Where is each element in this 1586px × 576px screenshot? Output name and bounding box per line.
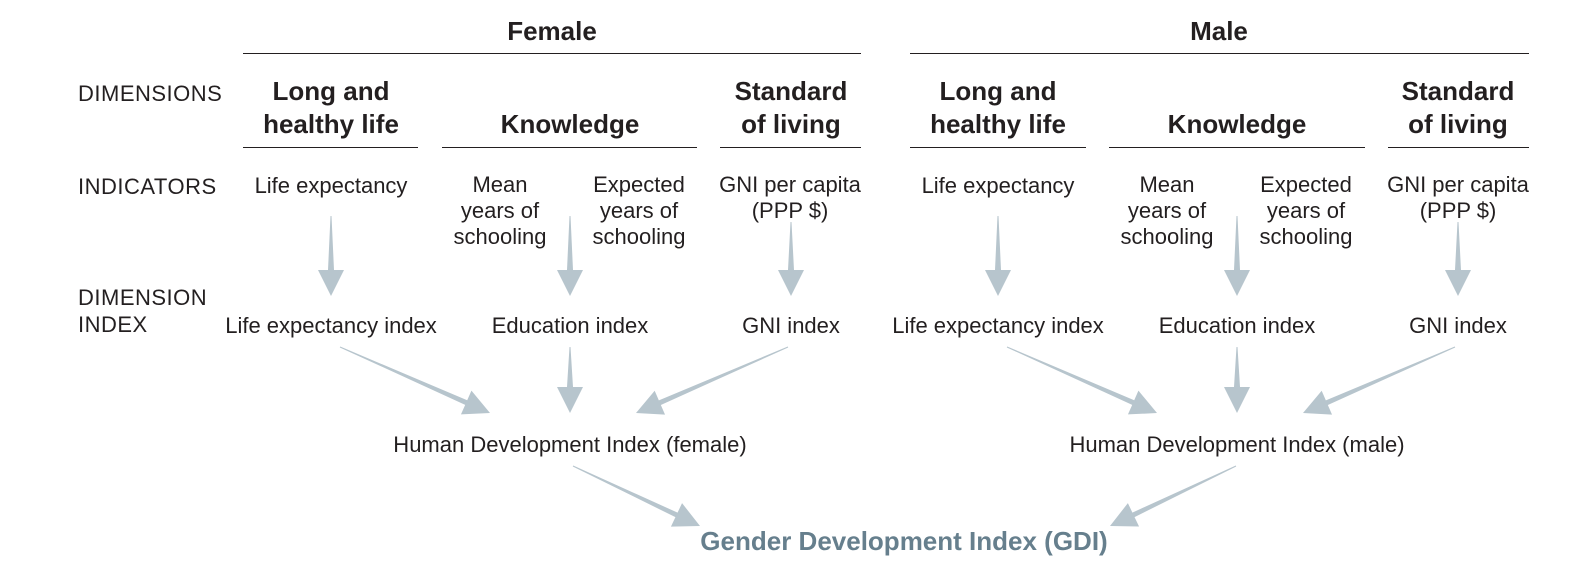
male-hdi: Human Development Index (male) [1069,432,1405,457]
female-dimension-health: Long and healthy life [263,76,399,139]
female-life-expectancy-index: Life expectancy index [225,313,437,338]
male-dimension-knowledge: Knowledge [1167,109,1307,139]
male-arrow-edu-to-index [1224,216,1250,296]
female-hdi: Human Development Index (female) [393,432,747,457]
arrow-female-hdi-to-gdi [572,465,700,527]
row-label-dimension-index: DIMENSION INDEX [78,285,208,337]
female-group-rule [243,53,861,54]
female-knowledge-rule [442,147,697,148]
male-arrow-gni-index-to-hdi [1303,346,1456,415]
male-group-rule [910,53,1529,54]
female-indicator-expected-years: Expected years of schooling [592,172,686,249]
male-education-index: Education index [1158,313,1316,338]
male-knowledge-rule [1109,147,1365,148]
male-arrow-life-to-index [985,216,1011,296]
male-indicator-expected-years: Expected years of schooling [1259,172,1353,249]
male-living-rule [1388,147,1529,148]
male-dimension-living: Standard of living [1401,76,1515,139]
male-arrow-edu-index-to-hdi [1224,347,1250,413]
male-gni-index: GNI index [1409,313,1507,338]
female-arrow-edu-to-index [557,216,583,296]
female-indicator-life-expectancy: Life expectancy [254,173,408,198]
female-indicator-mean-years: Mean years of schooling [453,172,547,249]
female-dimension-knowledge: Knowledge [500,109,640,139]
male-dimension-health: Long and healthy life [930,76,1066,139]
female-gni-index: GNI index [742,313,840,338]
female-dimension-living: Standard of living [734,76,848,139]
female-arrow-life-to-index [318,216,344,296]
female-health-rule [243,147,418,148]
female-arrow-life-index-to-hdi [339,346,490,415]
male-arrow-life-index-to-hdi [1006,346,1157,415]
arrow-male-hdi-to-gdi [1110,465,1237,527]
female-arrow-edu-index-to-hdi [557,347,583,413]
female-arrow-gni-to-index [778,222,804,296]
row-label-indicators: INDICATORS [78,174,217,199]
male-arrow-gni-to-index [1445,222,1471,296]
female-education-index: Education index [491,313,649,338]
female-living-rule [720,147,861,148]
male-indicator-life-expectancy: Life expectancy [921,173,1075,198]
female-indicator-gni: GNI per capita (PPP $) [719,172,861,223]
male-group-title: Male [1190,16,1248,46]
male-life-expectancy-index: Life expectancy index [892,313,1104,338]
gdi-title: Gender Development Index (GDI) [700,526,1108,556]
male-indicator-gni: GNI per capita (PPP $) [1387,172,1529,223]
male-indicator-mean-years: Mean years of schooling [1120,172,1214,249]
female-group-title: Female [507,16,597,46]
female-arrow-gni-index-to-hdi [636,346,789,415]
male-health-rule [910,147,1086,148]
row-label-dimensions: DIMENSIONS [78,81,223,106]
